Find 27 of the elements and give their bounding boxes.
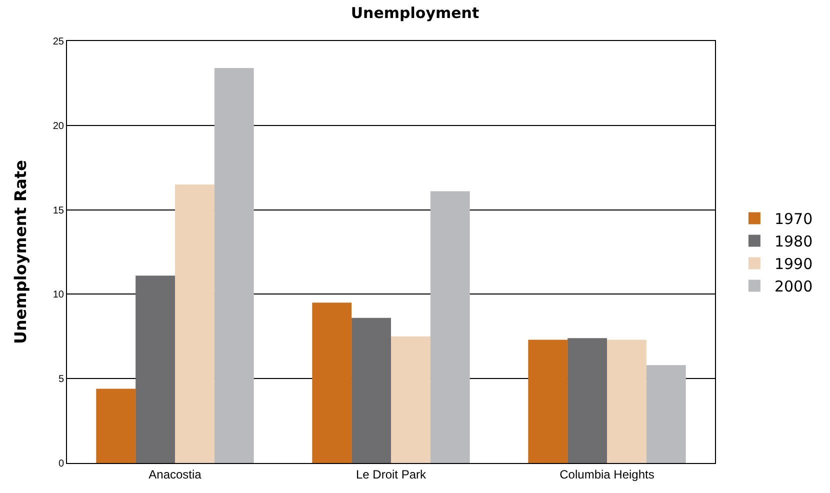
bar	[312, 302, 352, 463]
chart-title: Unemployment	[350, 4, 480, 22]
y-axis-title: Unemployment Rate	[10, 160, 30, 344]
bar	[352, 318, 391, 463]
bar	[96, 388, 136, 463]
legend-label: 1970	[774, 210, 813, 228]
x-tick-label: Le Droit Park	[356, 467, 428, 482]
bar	[430, 191, 470, 463]
legend-label: 1990	[774, 255, 813, 274]
y-tick-label: 15	[52, 205, 64, 216]
legend-label: 2000	[774, 278, 813, 296]
y-tick-label: 10	[52, 290, 64, 301]
bar	[568, 338, 607, 463]
bar	[175, 184, 214, 463]
bar	[607, 340, 646, 463]
y-tick-label: 0	[58, 458, 64, 470]
legend-label: 1980	[774, 232, 813, 251]
bar	[136, 276, 175, 463]
x-tick-label: Anacostia	[148, 467, 202, 482]
y-tick-label: 25	[52, 36, 64, 48]
bar	[528, 340, 568, 463]
bar	[391, 336, 430, 463]
bar	[646, 365, 686, 463]
y-tick-label: 5	[58, 374, 64, 386]
x-tick-label: Columbia Heights	[560, 467, 654, 482]
y-tick-label: 20	[52, 120, 64, 132]
bar	[214, 68, 254, 463]
